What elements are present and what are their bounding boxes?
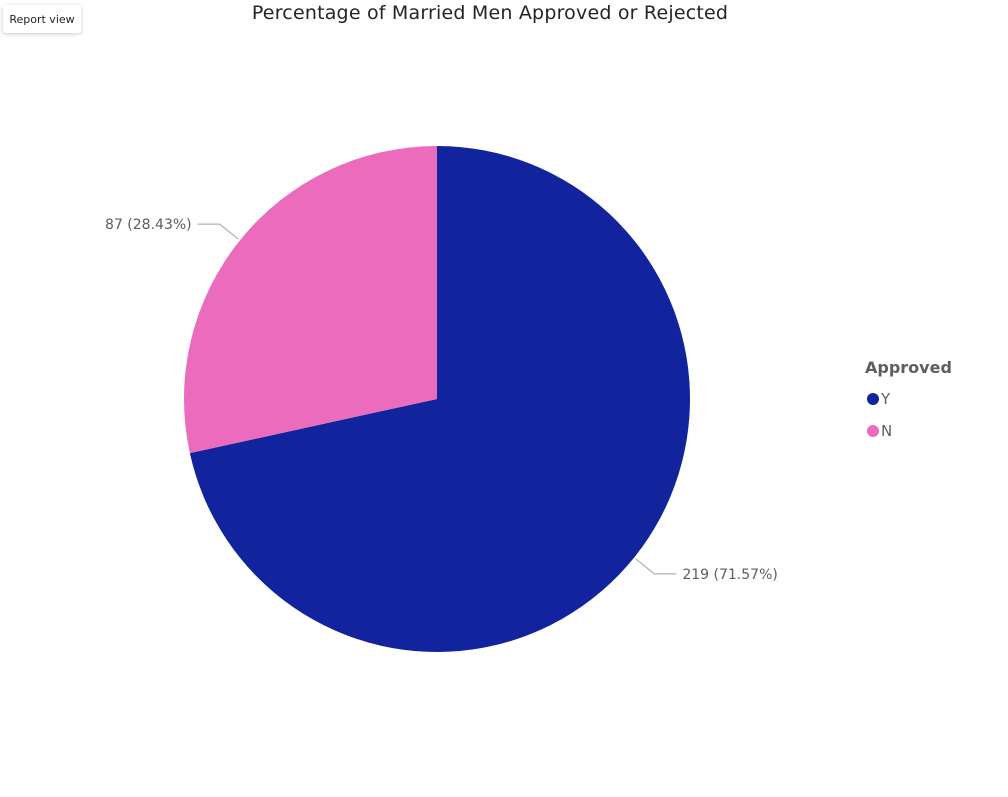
pie-slice-n[interactable] [184, 146, 437, 454]
legend-title: Approved [865, 358, 952, 377]
legend-marker-n [867, 425, 879, 437]
report-view-label: Report view [9, 12, 75, 26]
data-label-y: 219 (71.57%) [682, 567, 777, 583]
leader-line-n [197, 223, 239, 240]
legend-marker-y [867, 393, 879, 405]
leader-line-y [635, 558, 677, 575]
legend-item-n[interactable]: N [865, 415, 952, 447]
pie-slice-y[interactable] [189, 146, 691, 652]
report-view-button[interactable]: Report view [3, 5, 81, 33]
legend: Approved Y N [865, 358, 952, 447]
legend-label-n: N [881, 422, 893, 440]
legend-label-y: Y [881, 390, 891, 408]
data-label-n: 87 (28.43%) [105, 217, 192, 233]
chart-title: Percentage of Married Men Approved or Re… [251, 2, 729, 24]
legend-item-y[interactable]: Y [865, 383, 952, 415]
